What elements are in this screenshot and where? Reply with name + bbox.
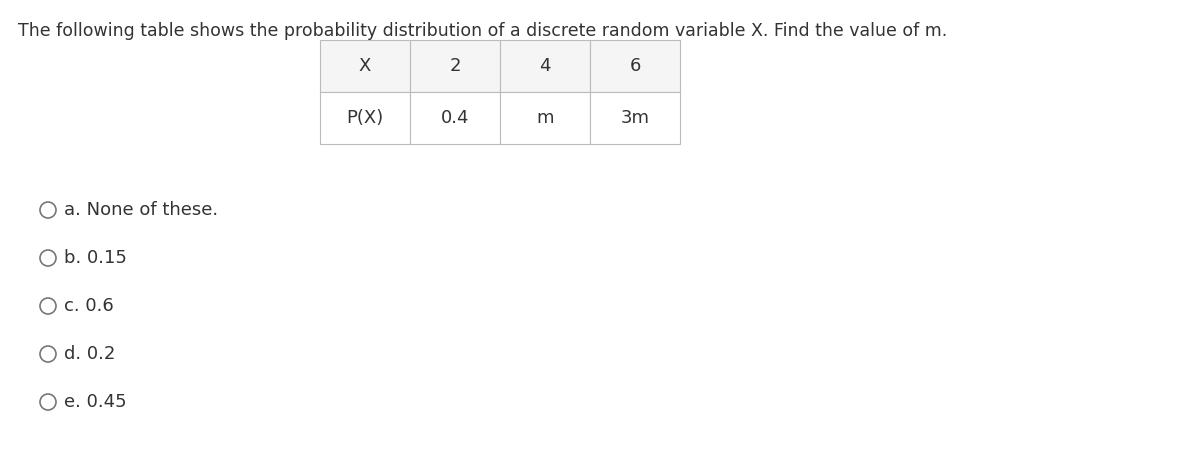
Bar xyxy=(320,92,410,144)
Text: X: X xyxy=(359,57,371,75)
Text: 4: 4 xyxy=(539,57,551,75)
Bar xyxy=(410,40,500,92)
Text: m: m xyxy=(536,109,553,127)
Text: c. 0.6: c. 0.6 xyxy=(64,297,114,315)
Bar xyxy=(320,40,410,92)
Text: a. None of these.: a. None of these. xyxy=(64,201,218,219)
Text: 6: 6 xyxy=(629,57,641,75)
Text: P(X): P(X) xyxy=(347,109,384,127)
Bar xyxy=(590,92,680,144)
Text: b. 0.15: b. 0.15 xyxy=(64,249,127,267)
Bar xyxy=(410,92,500,144)
Text: 3m: 3m xyxy=(620,109,649,127)
Bar xyxy=(590,40,680,92)
Text: 2: 2 xyxy=(449,57,461,75)
Text: e. 0.45: e. 0.45 xyxy=(64,393,127,411)
Bar xyxy=(500,92,590,144)
Text: d. 0.2: d. 0.2 xyxy=(64,345,115,363)
Bar xyxy=(500,40,590,92)
Text: The following table shows the probability distribution of a discrete random vari: The following table shows the probabilit… xyxy=(18,22,947,40)
Text: 0.4: 0.4 xyxy=(440,109,469,127)
